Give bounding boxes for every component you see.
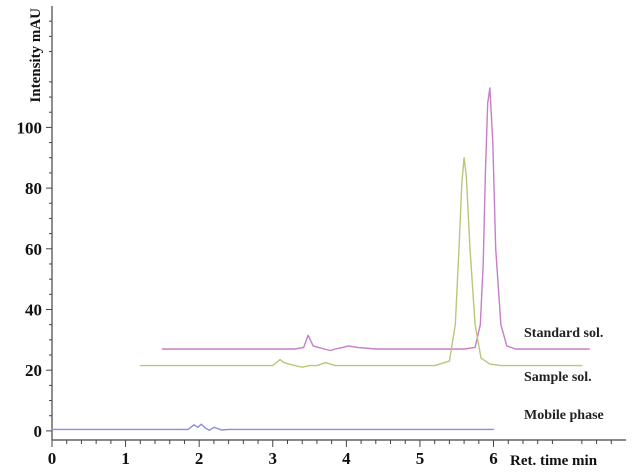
series-line-standard-sol: [161, 87, 590, 352]
x-tick-label: 5: [416, 449, 425, 468]
series-label-standard-sol: Standard sol.: [524, 326, 603, 341]
labels-layer: Standard sol. Sample sol. Mobile phase: [524, 326, 604, 423]
x-tick-label: 2: [195, 449, 204, 468]
y-tick-label: 40: [25, 300, 42, 319]
x-tick-label: 4: [342, 449, 351, 468]
series-label-sample-sol: Sample sol.: [524, 370, 592, 385]
series-layer: [51, 87, 590, 431]
series-line-mobile-phase: [51, 423, 495, 431]
y-tick-label: 80: [25, 179, 42, 198]
y-tick-label: 100: [17, 118, 43, 137]
y-tick-label: 20: [25, 361, 42, 380]
series-label-mobile-phase: Mobile phase: [524, 408, 604, 423]
y-tick-label: 0: [34, 422, 43, 441]
x-axis-title: Ret. time min: [510, 453, 598, 469]
x-tick-label: 3: [269, 449, 278, 468]
x-tick-label: 1: [121, 449, 130, 468]
y-axis-title: Intensity mAU: [28, 8, 44, 103]
y-tick-label: 60: [25, 240, 42, 259]
x-tick-label: 6: [489, 449, 498, 468]
series-line-sample-sol: [139, 157, 583, 368]
x-tick-label: 0: [48, 449, 57, 468]
